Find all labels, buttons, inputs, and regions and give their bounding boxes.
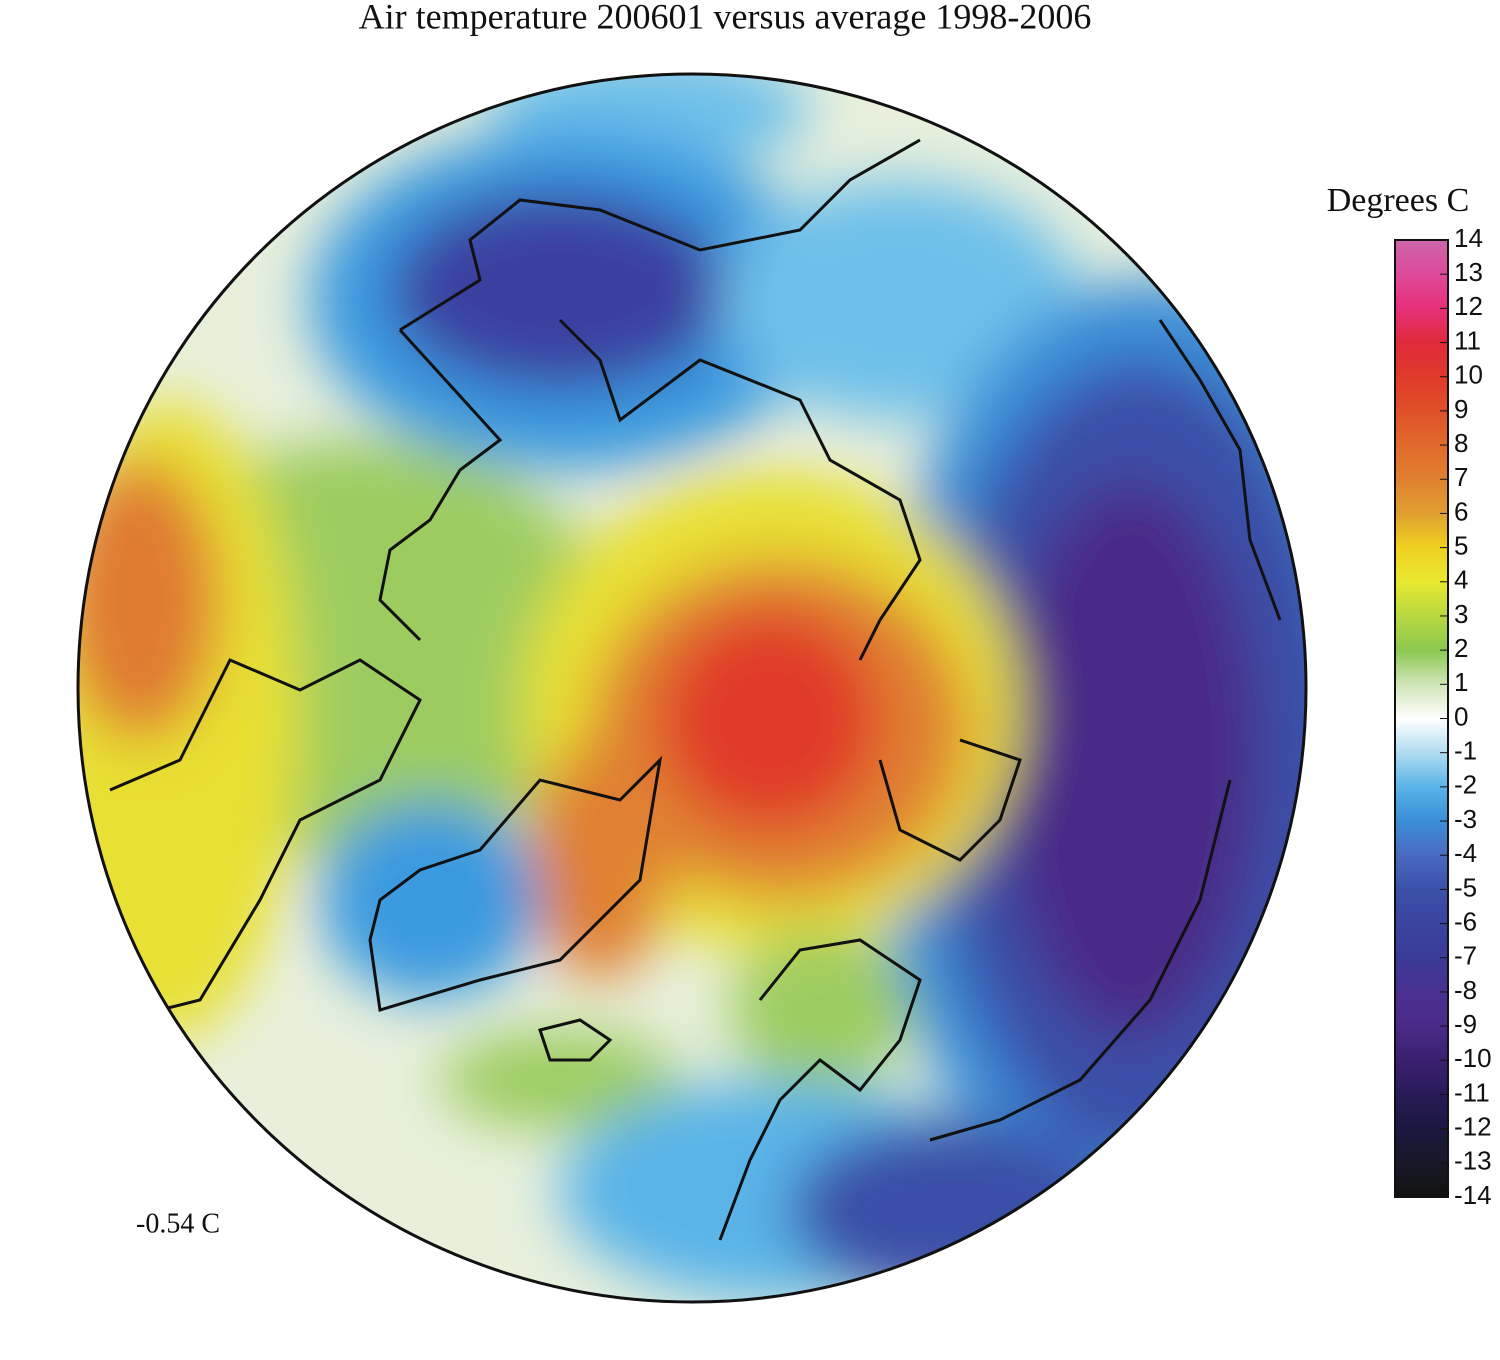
tick-label: -3 <box>1454 804 1477 834</box>
tick-label: -9 <box>1454 1009 1477 1039</box>
colorbar <box>1394 239 1449 1198</box>
colorbar-label: Degrees C <box>1327 182 1470 219</box>
tick-label: -7 <box>1454 941 1477 971</box>
tick-label: 13 <box>1454 257 1483 287</box>
tick-label: -13 <box>1454 1146 1492 1176</box>
tick-label: 5 <box>1454 530 1468 560</box>
map-title: Air temperature 200601 versus average 19… <box>359 0 1092 36</box>
tick-label: 3 <box>1454 599 1468 629</box>
tick-label: -5 <box>1454 872 1477 902</box>
tick-label: 9 <box>1454 394 1468 424</box>
tick-label: 0 <box>1454 701 1468 731</box>
tick-label: 7 <box>1454 462 1468 492</box>
tick-label: 10 <box>1454 360 1483 390</box>
mean-annotation: -0.54 C <box>136 1208 220 1239</box>
tick-label: -4 <box>1454 838 1477 868</box>
tick-label: 2 <box>1454 633 1468 663</box>
tick-label: -12 <box>1454 1112 1492 1142</box>
tick-label: 14 <box>1454 223 1483 253</box>
map-field <box>78 74 1306 1302</box>
tick-label: 12 <box>1454 291 1483 321</box>
tick-label: -6 <box>1454 906 1477 936</box>
tick-label: -14 <box>1454 1180 1492 1210</box>
map-border <box>76 72 1308 1304</box>
tick-label: 8 <box>1454 428 1468 458</box>
tick-label: -1 <box>1454 736 1477 766</box>
tick-label: -11 <box>1454 1077 1490 1107</box>
tick-label: -2 <box>1454 770 1477 800</box>
tick-label: 6 <box>1454 496 1468 526</box>
tick-label: -8 <box>1454 975 1477 1005</box>
coastlines <box>109 138 1282 1241</box>
tick-label: 1 <box>1454 667 1468 697</box>
tick-label: 4 <box>1454 565 1468 595</box>
tick-label: 11 <box>1454 325 1481 355</box>
tick-label: -10 <box>1454 1043 1492 1073</box>
